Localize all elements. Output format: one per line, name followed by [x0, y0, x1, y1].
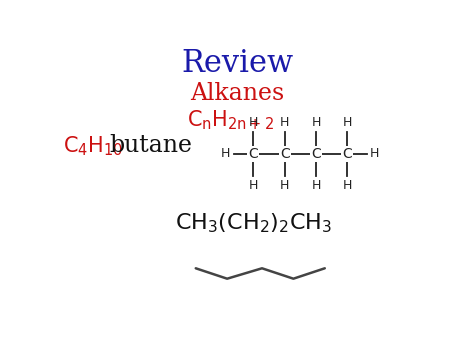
Text: H: H [280, 179, 289, 192]
Text: $\mathregular{C_nH_{2n+2}}$: $\mathregular{C_nH_{2n+2}}$ [187, 108, 274, 132]
Text: Alkanes: Alkanes [190, 82, 285, 105]
Text: C: C [311, 147, 321, 161]
Text: H: H [370, 147, 379, 160]
Text: butane: butane [109, 135, 192, 158]
Text: H: H [311, 179, 321, 192]
Text: H: H [221, 147, 230, 160]
Text: C: C [280, 147, 289, 161]
Text: Review: Review [181, 48, 294, 79]
Text: $\mathregular{C_4H_{10}}$: $\mathregular{C_4H_{10}}$ [63, 134, 123, 158]
Text: C: C [342, 147, 352, 161]
Text: H: H [248, 179, 258, 192]
Text: $\mathregular{CH_3(CH_2)_2CH_3}$: $\mathregular{CH_3(CH_2)_2CH_3}$ [175, 211, 332, 235]
Text: H: H [248, 116, 258, 128]
Text: H: H [280, 116, 289, 128]
Text: H: H [311, 116, 321, 128]
Text: H: H [343, 179, 352, 192]
Text: H: H [343, 116, 352, 128]
Text: C: C [248, 147, 258, 161]
